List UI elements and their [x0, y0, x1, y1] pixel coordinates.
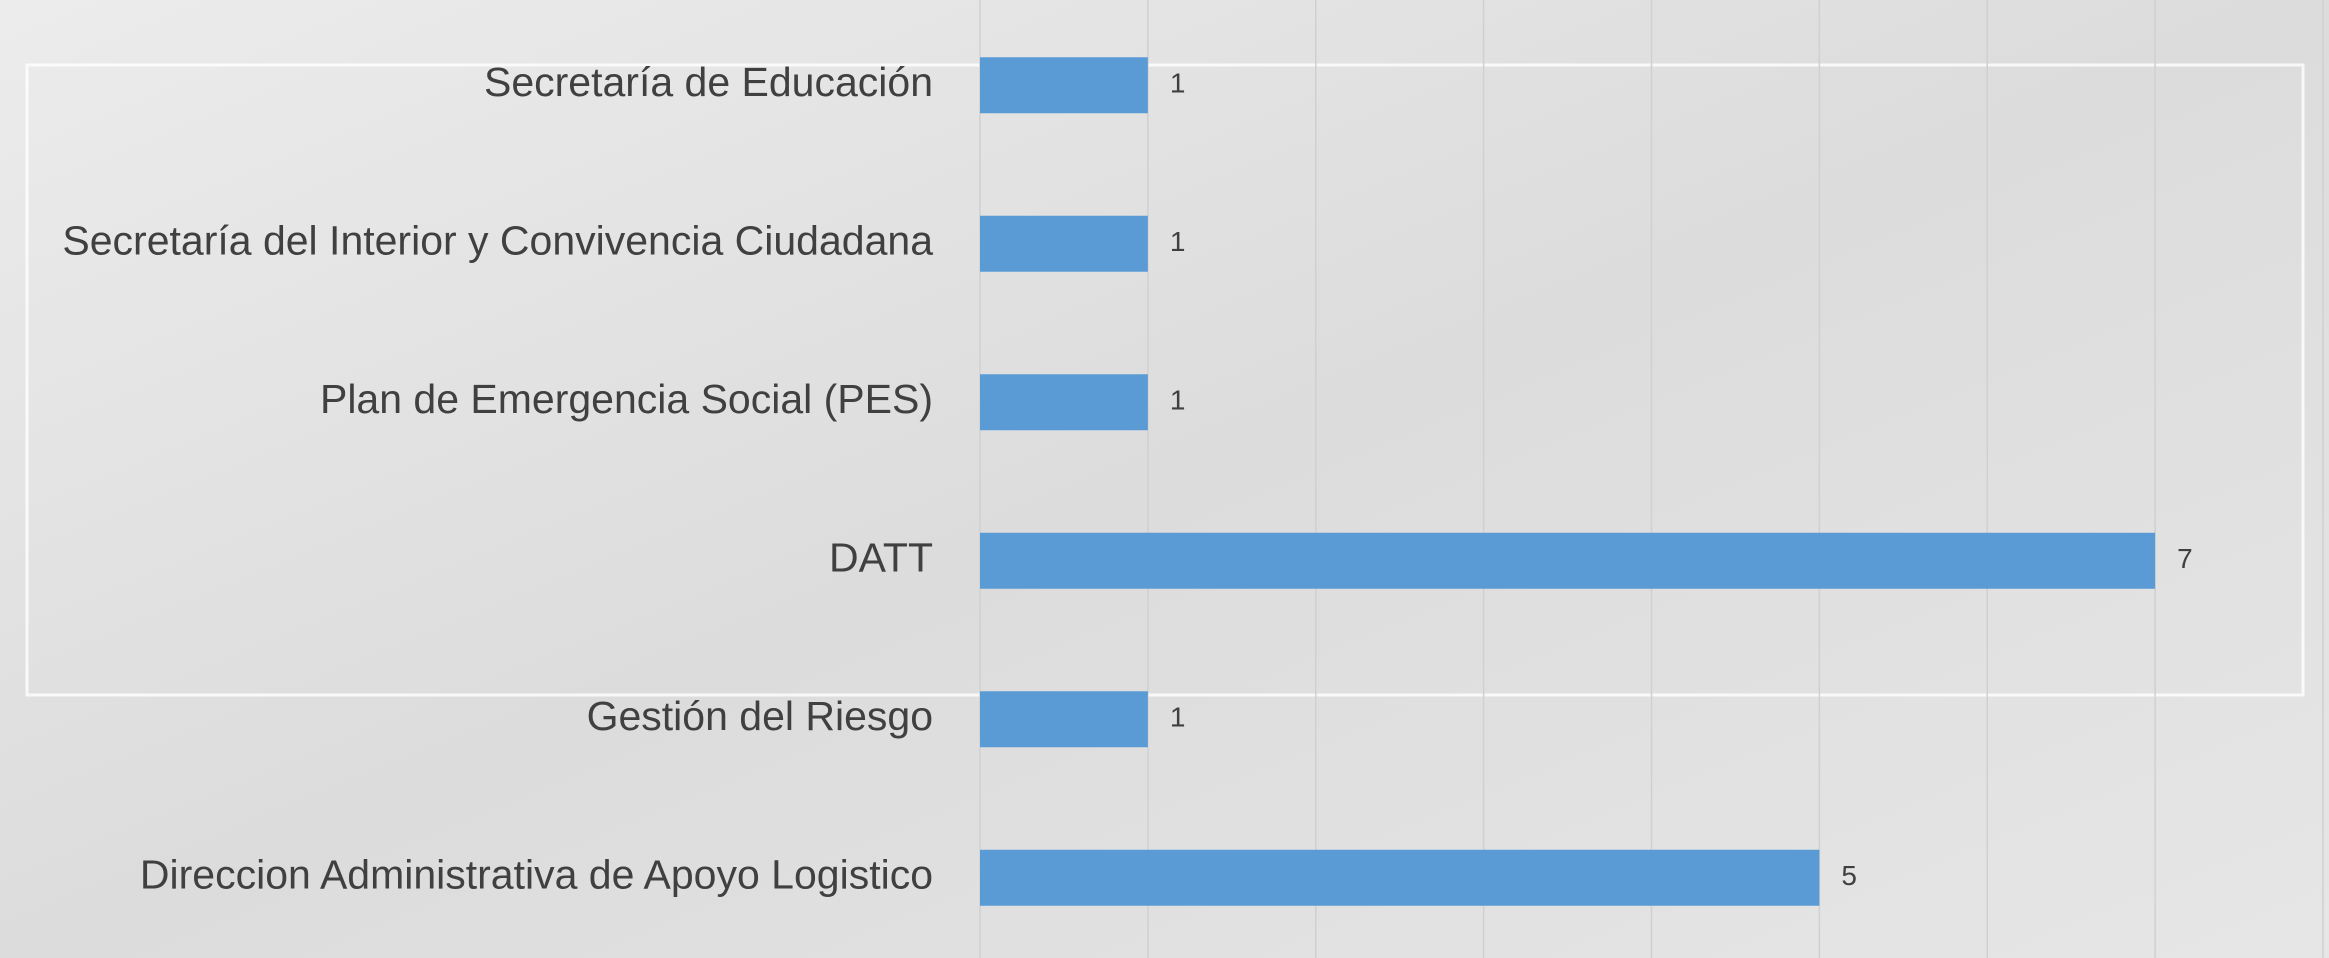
y-tick-label: Secretaría del Interior y Convivencia Ci…: [62, 218, 933, 264]
data-label: 5: [1841, 860, 1857, 891]
y-tick-label: DATT: [829, 535, 933, 581]
y-tick-label: Direccion Administrativa de Apoyo Logist…: [140, 852, 933, 898]
data-label: 1: [1170, 385, 1186, 416]
plot: Secretaría de Educación 1 Secretaría del I…: [62, 57, 2193, 906]
bar: [980, 849, 1820, 906]
y-tick-label: Plan de Emergencia Social (PES): [320, 376, 933, 422]
bar: [980, 215, 1148, 272]
data-label: 1: [1170, 226, 1186, 257]
data-label: 7: [2177, 543, 2193, 574]
grid: [979, 0, 2324, 958]
bar: [980, 57, 1148, 114]
frame: [25, 63, 2305, 697]
data-label: 1: [1170, 68, 1186, 99]
data-label: 1: [1170, 702, 1186, 733]
bar: [980, 691, 1148, 748]
y-tick-label: Gestión del Riesgo: [587, 693, 933, 739]
bar: [980, 532, 2156, 589]
bar: [980, 374, 1148, 431]
y-tick-label: Secretaría de Educación: [484, 59, 933, 105]
